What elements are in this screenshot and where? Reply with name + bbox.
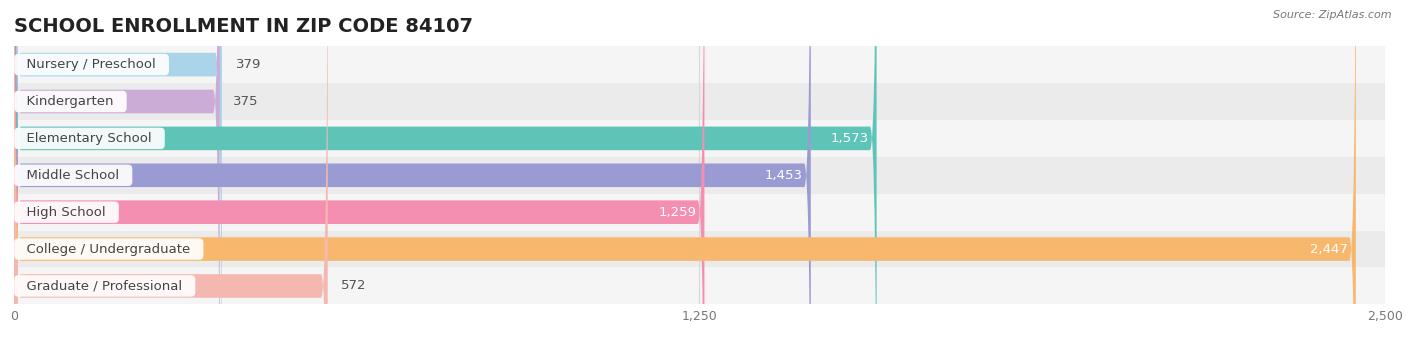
Text: Nursery / Preschool: Nursery / Preschool: [18, 58, 165, 71]
Text: Kindergarten: Kindergarten: [18, 95, 122, 108]
Text: Elementary School: Elementary School: [18, 132, 160, 145]
Bar: [14, 194, 1385, 231]
Text: 1,573: 1,573: [831, 132, 869, 145]
Text: 375: 375: [233, 95, 259, 108]
Bar: [14, 46, 1385, 83]
Text: 572: 572: [342, 279, 367, 292]
FancyBboxPatch shape: [14, 0, 219, 342]
Bar: [14, 157, 1385, 194]
FancyBboxPatch shape: [14, 0, 811, 342]
Text: College / Undergraduate: College / Undergraduate: [18, 242, 200, 255]
FancyBboxPatch shape: [14, 0, 704, 342]
FancyBboxPatch shape: [14, 0, 222, 342]
FancyBboxPatch shape: [14, 0, 328, 342]
FancyBboxPatch shape: [14, 0, 876, 342]
Bar: [14, 231, 1385, 267]
Bar: [14, 83, 1385, 120]
Text: Graduate / Professional: Graduate / Professional: [18, 279, 191, 292]
Text: 2,447: 2,447: [1310, 242, 1347, 255]
Text: High School: High School: [18, 206, 114, 219]
Bar: [14, 120, 1385, 157]
Text: 1,453: 1,453: [765, 169, 803, 182]
Text: Middle School: Middle School: [18, 169, 128, 182]
Text: 379: 379: [236, 58, 262, 71]
Text: Source: ZipAtlas.com: Source: ZipAtlas.com: [1274, 10, 1392, 20]
Bar: [14, 267, 1385, 304]
Text: SCHOOL ENROLLMENT IN ZIP CODE 84107: SCHOOL ENROLLMENT IN ZIP CODE 84107: [14, 17, 472, 36]
FancyBboxPatch shape: [14, 0, 1355, 342]
Text: 1,259: 1,259: [658, 206, 696, 219]
